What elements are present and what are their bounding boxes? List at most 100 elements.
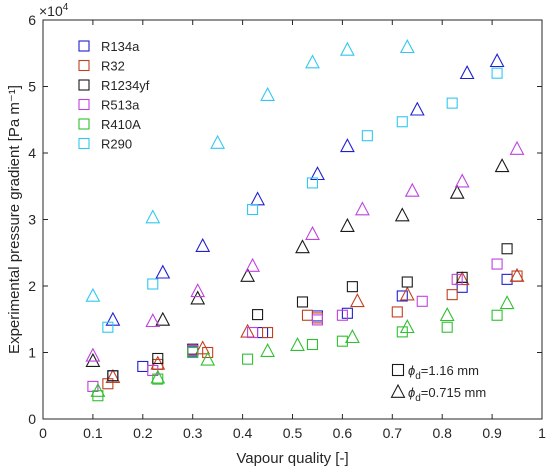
marker-legend-label: ϕd=1.16 mm: [408, 363, 479, 382]
x-tick-label: 0.7: [383, 425, 403, 441]
data-point-triangle: [145, 313, 161, 328]
x-tick-label: 0.8: [432, 425, 452, 441]
legend-label: R290: [101, 137, 132, 152]
x-tick-label: 0.3: [183, 425, 203, 441]
data-point-triangle: [404, 182, 420, 197]
data-point-square: [137, 360, 149, 373]
data-point-square: [396, 290, 408, 302]
data-point-triangle: [85, 352, 101, 367]
data-point-square: [187, 346, 199, 359]
data-point-triangle: [459, 65, 475, 80]
y-axis-label: Experimental pressure gradient [Pa m⁻¹]: [6, 85, 23, 354]
data-point-triangle: [409, 101, 425, 116]
data-point-triangle: [344, 329, 360, 344]
data-point-square: [401, 276, 413, 288]
marker-legend-square: [391, 363, 405, 377]
data-point-triangle: [260, 86, 276, 101]
y-tick-label: 5: [28, 79, 36, 95]
data-point-square: [491, 258, 503, 270]
data-point-triangle: [349, 293, 365, 308]
data-point-square: [252, 309, 264, 321]
y-tick-label: 1: [28, 345, 36, 361]
data-point-triangle: [155, 264, 171, 279]
data-point-triangle: [449, 184, 465, 199]
x-tick-label: 0.5: [283, 425, 303, 441]
data-point-triangle: [399, 319, 415, 334]
data-point-triangle: [354, 201, 370, 216]
data-point-square: [451, 273, 463, 285]
x-axis-ticks: 0 0.1 0.2 0.3 0.4 0.5 0.6 0.7 0.8 0.9 1: [39, 20, 546, 441]
data-point-triangle: [339, 138, 355, 153]
data-point-square: [346, 281, 358, 293]
legend-label: R134a: [101, 39, 140, 54]
series-r1234yf: [85, 158, 513, 382]
data-point-triangle: [190, 290, 206, 305]
data-point-triangle: [150, 369, 166, 384]
data-point-square: [336, 309, 348, 321]
data-point-square: [491, 67, 503, 79]
data-point-square: [441, 321, 453, 333]
data-point-square: [301, 309, 314, 321]
data-point-triangle: [245, 257, 261, 272]
x-axis-label: Vapour quality [-]: [236, 450, 348, 467]
data-point-triangle: [305, 54, 320, 69]
legend-label: R1234yf: [101, 78, 150, 93]
data-point-triangle: [339, 41, 355, 56]
data-point-square: [152, 352, 164, 365]
data-point-triangle: [305, 225, 320, 240]
data-point-triangle: [90, 382, 106, 397]
y-tick-label: 4: [28, 145, 36, 161]
x-tick-label: 0.9: [482, 425, 502, 441]
data-point-triangle: [195, 237, 211, 252]
series-r290: [85, 39, 503, 333]
data-point-square: [306, 338, 319, 351]
x-tick-label: 0.1: [83, 425, 103, 441]
x-tick-label: 0.4: [233, 425, 253, 441]
y-axis-exponent: ×104: [39, 2, 69, 19]
data-point-triangle: [190, 283, 206, 298]
data-point-triangle: [195, 340, 211, 355]
legend-marker: [78, 98, 90, 111]
data-point-square: [396, 116, 408, 128]
data-point-square: [336, 335, 348, 347]
legend-label: R32: [101, 59, 125, 74]
data-point-triangle: [85, 287, 101, 302]
legend-label: R513a: [101, 98, 140, 113]
x-tick-label: 0: [39, 425, 47, 441]
data-point-square: [501, 273, 513, 285]
data-point-square: [446, 289, 458, 301]
data-point-triangle: [394, 207, 410, 222]
data-point-square: [311, 314, 324, 326]
data-point-triangle: [509, 140, 525, 155]
data-point-triangle: [339, 217, 355, 232]
legend-marker: [78, 137, 90, 150]
data-point-square: [361, 130, 373, 142]
data-point-square: [247, 326, 259, 339]
data-point-square: [92, 390, 104, 402]
data-point-square: [247, 203, 259, 216]
data-point-square: [102, 321, 114, 333]
data-point-triangle: [200, 351, 216, 366]
legend-marker: [78, 79, 90, 91]
y-tick-label: 0: [28, 411, 36, 427]
data-point-square: [242, 353, 254, 365]
data-point-square: [446, 97, 458, 109]
data-point-square: [391, 306, 403, 318]
y-axis-exponent-base: ×10: [39, 3, 63, 19]
data-point-triangle: [295, 239, 310, 254]
data-point-square: [501, 243, 513, 255]
axes: 0 0.1 0.2 0.3 0.4 0.5 0.6 0.7 0.8 0.9 1 0 1 2 3 4 5 6: [28, 12, 546, 441]
data-point-square: [416, 295, 428, 307]
data-point-square: [396, 326, 408, 338]
y-axis-exponent-power: 4: [63, 2, 69, 13]
data-point-triangle: [105, 368, 121, 383]
legend-marker: [78, 59, 90, 72]
data-point-square: [296, 296, 309, 308]
series-r410a: [90, 295, 515, 402]
data-point-triangle: [399, 39, 415, 54]
series-legend: R134a R32 R1234yf R513a R410A R290: [78, 39, 150, 152]
y-tick-label: 6: [28, 12, 36, 28]
data-point-triangle: [454, 173, 470, 188]
y-tick-label: 3: [28, 212, 36, 228]
